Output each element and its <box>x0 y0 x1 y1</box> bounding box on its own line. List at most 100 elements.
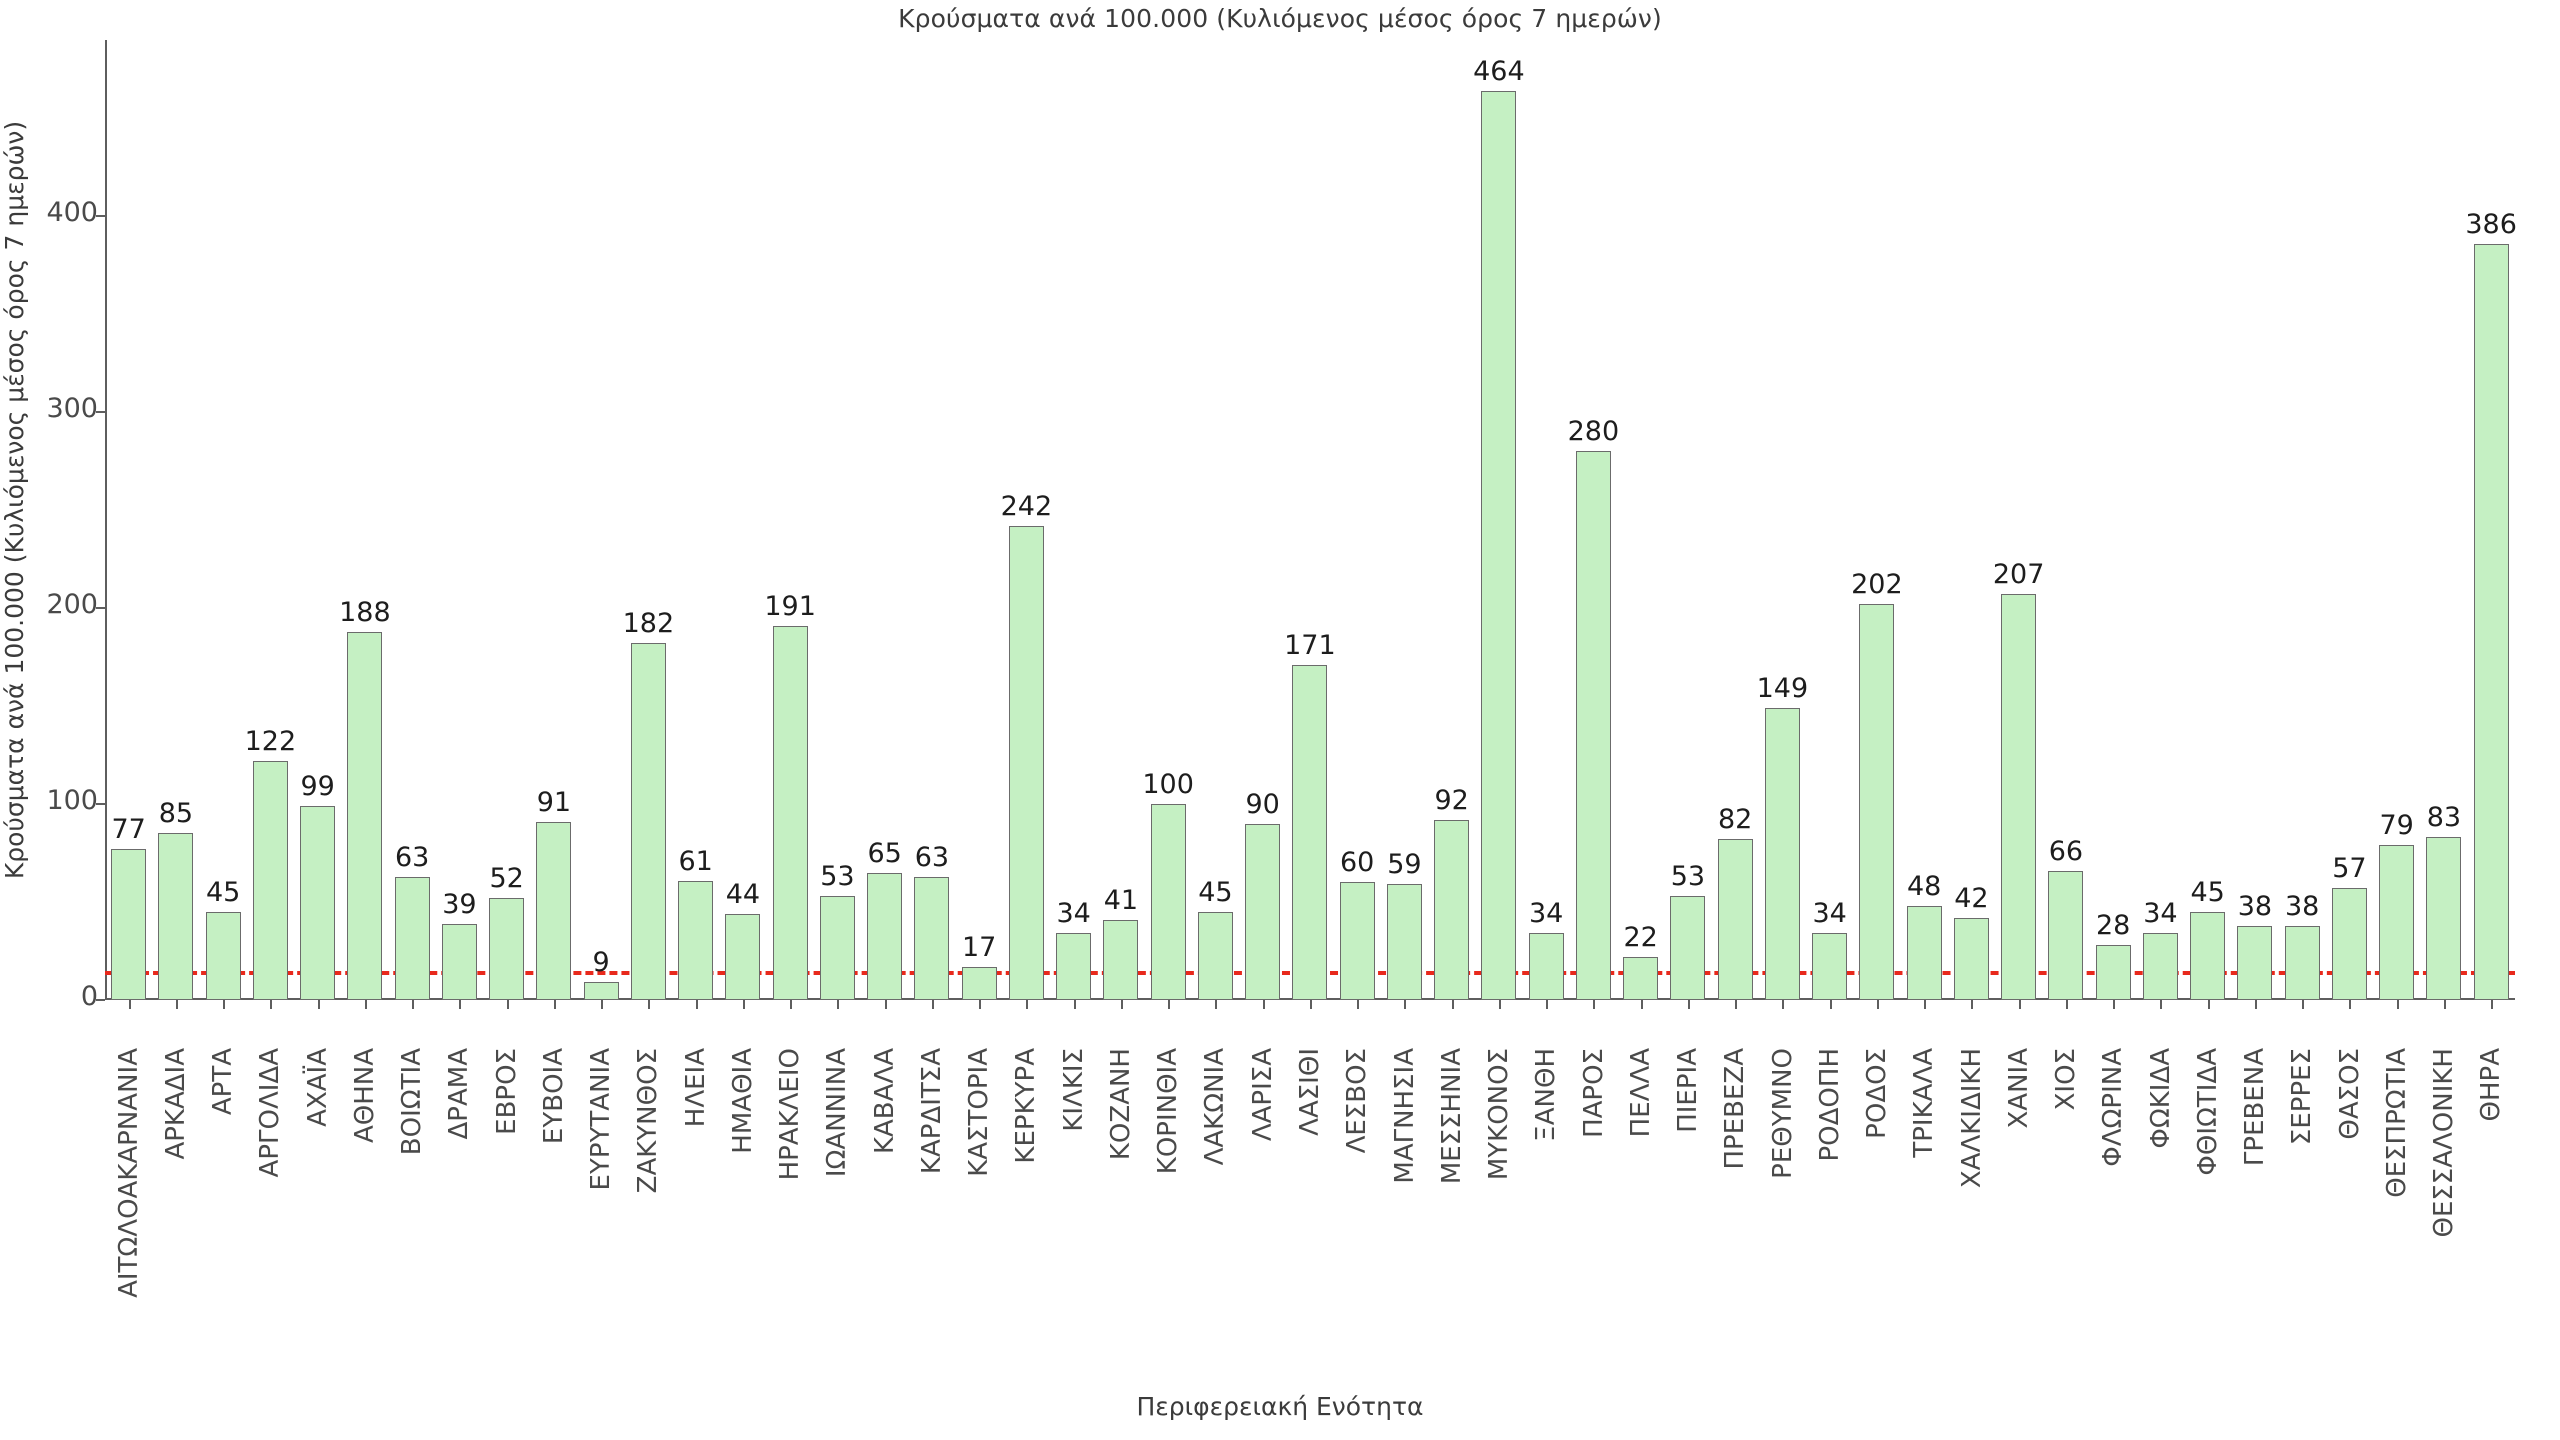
bar-group[interactable]: 90 <box>1239 40 1286 1009</box>
bar[interactable] <box>583 982 619 1000</box>
bar[interactable] <box>2379 845 2415 1000</box>
bar-group[interactable]: 53 <box>814 40 861 1009</box>
bar[interactable] <box>1906 905 1942 1000</box>
bar[interactable] <box>441 923 477 1000</box>
bar[interactable] <box>1150 804 1186 1000</box>
bar-group[interactable]: 34 <box>1523 40 1570 1009</box>
bar[interactable] <box>1481 90 1517 1000</box>
bar[interactable] <box>1292 664 1328 1000</box>
bar-group[interactable]: 42 <box>1948 40 1995 1009</box>
bar-group[interactable]: 79 <box>2373 40 2420 1009</box>
bar-group[interactable]: 63 <box>389 40 436 1009</box>
bar-group[interactable]: 9 <box>578 40 625 1009</box>
bar-group[interactable]: 85 <box>152 40 199 1009</box>
bar-group[interactable]: 45 <box>2184 40 2231 1009</box>
bar[interactable] <box>772 625 808 1000</box>
bar[interactable] <box>2142 933 2178 1000</box>
bar[interactable] <box>1575 451 1611 1000</box>
bar[interactable] <box>819 896 855 1000</box>
bar[interactable] <box>1339 882 1375 1000</box>
bar[interactable] <box>914 876 950 1000</box>
bar-group[interactable]: 38 <box>2279 40 2326 1009</box>
bar-group[interactable]: 17 <box>956 40 1003 1009</box>
bar-group[interactable]: 242 <box>1001 40 1052 1009</box>
bar[interactable] <box>2048 870 2084 1000</box>
bar-group[interactable]: 171 <box>1284 40 1336 1009</box>
bar[interactable] <box>300 806 336 1000</box>
bar-group[interactable]: 99 <box>294 40 341 1009</box>
bar[interactable] <box>2001 594 2037 1000</box>
bar[interactable] <box>2237 925 2273 1000</box>
bar[interactable] <box>2095 945 2131 1000</box>
bar[interactable] <box>725 913 761 1000</box>
bar[interactable] <box>1245 823 1281 1000</box>
bar-group[interactable]: 386 <box>2465 40 2517 1009</box>
bar[interactable] <box>1717 839 1753 1000</box>
bar[interactable] <box>1859 604 1895 1000</box>
bar[interactable] <box>394 876 430 1000</box>
bar-group[interactable]: 34 <box>2137 40 2184 1009</box>
bar-group[interactable]: 149 <box>1757 40 1808 1009</box>
bar-group[interactable]: 34 <box>1050 40 1097 1009</box>
bar[interactable] <box>347 631 383 1000</box>
bar[interactable] <box>1434 819 1470 1000</box>
bar-group[interactable]: 39 <box>436 40 483 1009</box>
bar-group[interactable]: 182 <box>623 40 674 1009</box>
bar-group[interactable]: 28 <box>2090 40 2137 1009</box>
bar[interactable] <box>2284 925 2320 1000</box>
bar-group[interactable]: 188 <box>339 40 391 1009</box>
bar[interactable] <box>1008 525 1044 1000</box>
bar[interactable] <box>205 911 241 1000</box>
bar-group[interactable]: 59 <box>1381 40 1428 1009</box>
bar-group[interactable]: 65 <box>861 40 908 1009</box>
bar[interactable] <box>2426 837 2462 1000</box>
bar[interactable] <box>867 872 903 1000</box>
bar[interactable] <box>536 821 572 1000</box>
bar-group[interactable]: 22 <box>1617 40 1664 1009</box>
bar[interactable] <box>489 898 525 1000</box>
bar-group[interactable]: 34 <box>1806 40 1853 1009</box>
bar-group[interactable]: 48 <box>1901 40 1948 1009</box>
bar-group[interactable]: 464 <box>1473 40 1525 1009</box>
bar[interactable] <box>678 880 714 1000</box>
bar[interactable] <box>2190 911 2226 1000</box>
bar[interactable] <box>2473 243 2509 1000</box>
bar-group[interactable]: 100 <box>1142 40 1194 1009</box>
bar-group[interactable]: 38 <box>2231 40 2278 1009</box>
bar-group[interactable]: 57 <box>2326 40 2373 1009</box>
bar-group[interactable]: 91 <box>530 40 577 1009</box>
bar-group[interactable]: 44 <box>719 40 766 1009</box>
bar-group[interactable]: 207 <box>1993 40 2044 1009</box>
bar-group[interactable]: 92 <box>1428 40 1475 1009</box>
bar[interactable] <box>158 833 194 1000</box>
bar-group[interactable]: 122 <box>245 40 296 1009</box>
bar[interactable] <box>961 966 997 1000</box>
bar-group[interactable]: 83 <box>2420 40 2467 1009</box>
bar-group[interactable]: 82 <box>1712 40 1759 1009</box>
bar-group[interactable]: 63 <box>908 40 955 1009</box>
bar-group[interactable]: 60 <box>1334 40 1381 1009</box>
bar-group[interactable]: 53 <box>1664 40 1711 1009</box>
bar[interactable] <box>1103 919 1139 1000</box>
bar[interactable] <box>1623 956 1659 1000</box>
bar[interactable] <box>1670 896 1706 1000</box>
bar-group[interactable]: 61 <box>672 40 719 1009</box>
bar-group[interactable]: 45 <box>1192 40 1239 1009</box>
bar[interactable] <box>111 849 147 1000</box>
bar[interactable] <box>630 643 666 1000</box>
bar[interactable] <box>1812 933 1848 1000</box>
bar[interactable] <box>1197 911 1233 1000</box>
bar[interactable] <box>252 760 288 1000</box>
bar-group[interactable]: 77 <box>105 40 152 1009</box>
bar[interactable] <box>1528 933 1564 1000</box>
bar[interactable] <box>1386 884 1422 1000</box>
bar-group[interactable]: 202 <box>1851 40 1903 1009</box>
bar[interactable] <box>1953 917 1989 1000</box>
bar[interactable] <box>2331 888 2367 1000</box>
bar[interactable] <box>1056 933 1092 1000</box>
bar-group[interactable]: 41 <box>1097 40 1144 1009</box>
bar-group[interactable]: 66 <box>2042 40 2089 1009</box>
bar[interactable] <box>1764 708 1800 1000</box>
bar-group[interactable]: 280 <box>1568 40 1619 1009</box>
bar-group[interactable]: 52 <box>483 40 530 1009</box>
